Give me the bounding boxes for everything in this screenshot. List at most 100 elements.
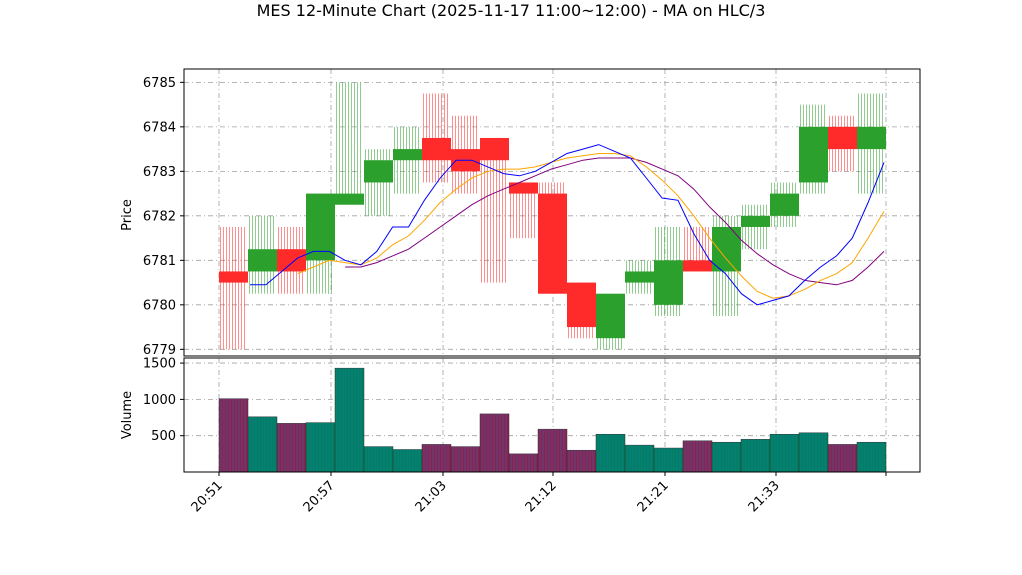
price-tick-label: 6781 — [143, 254, 176, 269]
volume-bar-body — [856, 441, 887, 473]
candle-body-down — [538, 193, 567, 294]
x-tick-label: 21:21 — [635, 478, 672, 515]
candle-body-down — [683, 260, 712, 272]
volume-y-ticks: 500 1000 1500 — [143, 357, 184, 444]
volume-bar — [827, 444, 858, 473]
volume-bar-body — [653, 447, 684, 473]
volume-bar — [624, 444, 655, 473]
volume-bar-body — [276, 423, 307, 473]
volume-bar-body — [392, 449, 423, 473]
volume-bar-body — [247, 416, 278, 473]
candle-body-up — [306, 193, 335, 261]
ma-slow-line — [345, 157, 885, 286]
candle-body-down — [277, 249, 306, 272]
volume-tick-label: 1500 — [143, 357, 176, 372]
candle-body-up — [335, 193, 364, 205]
volume-bar-body — [624, 444, 655, 473]
price-tick-label: 6784 — [143, 120, 176, 135]
price-axis-label: Price — [120, 199, 135, 231]
ma-fast-line — [250, 144, 885, 306]
x-tick-label: 21:03 — [413, 478, 450, 515]
moving-average-lines — [250, 144, 885, 306]
volume-bar — [479, 413, 510, 473]
volume-bar-body — [363, 446, 394, 473]
volume-bar-body — [827, 444, 858, 473]
volume-bar — [711, 441, 742, 473]
candle-body-down — [828, 126, 857, 150]
candle-body-up — [741, 215, 770, 227]
volume-bar — [276, 423, 307, 473]
candle-body-down — [509, 182, 538, 194]
candle-body-up — [248, 249, 277, 272]
volume-bar — [392, 449, 423, 473]
chart-title: MES 12-Minute Chart (2025-11-17 11:00~12… — [257, 1, 766, 20]
volume-bar-body — [450, 446, 481, 473]
volume-bar-body — [711, 441, 742, 473]
x-tick-label: 20:57 — [301, 478, 338, 515]
x-tick-label: 21:12 — [523, 478, 560, 515]
volume-bar — [508, 453, 539, 473]
candle-body-up — [393, 149, 422, 161]
price-candles — [219, 126, 886, 339]
volume-bar — [740, 439, 771, 473]
candle-down-wicks — [481, 137, 506, 283]
candle-body-up — [712, 226, 741, 272]
volume-bar — [305, 422, 336, 473]
x-axis-ticks: 20:51 20:57 21:03 21:12 21:21 21:33 — [189, 472, 887, 515]
volume-bar-body — [479, 413, 510, 473]
price-tick-label: 6780 — [143, 298, 176, 313]
candle-body-up — [625, 271, 654, 283]
volume-bar-body — [508, 453, 539, 473]
candle-down-wicks — [220, 226, 245, 350]
volume-bar — [856, 441, 887, 473]
price-tick-label: 6779 — [143, 343, 176, 358]
candle-body-up — [596, 293, 625, 339]
candle-body-down — [480, 137, 509, 161]
x-tick-label: 20:51 — [189, 478, 226, 515]
volume-panel-frame — [183, 357, 921, 473]
volume-bar-body — [537, 428, 568, 473]
volume-bars — [218, 367, 887, 473]
volume-bar — [363, 446, 394, 473]
volume-bar — [682, 440, 713, 473]
volume-bar-body — [740, 439, 771, 473]
volume-bar-body — [682, 440, 713, 473]
candle-body-down — [219, 271, 248, 283]
volume-bar — [421, 444, 452, 473]
volume-bar — [247, 416, 278, 473]
x-tick-label: 21:33 — [746, 478, 783, 515]
price-tick-label: 6782 — [143, 209, 176, 224]
volume-bar — [334, 367, 365, 473]
price-tick-label: 6785 — [143, 76, 176, 91]
volume-bar — [653, 447, 684, 473]
volume-tick-label: 500 — [151, 429, 176, 444]
price-y-ticks: 6779 6780 6781 6782 6783 6784 6785 — [143, 76, 184, 358]
candle-up-wicks — [394, 126, 419, 194]
candle-body-up — [770, 193, 799, 216]
candle-body-up — [364, 160, 393, 183]
candle-body-down — [567, 282, 596, 328]
candle-body-up — [654, 260, 683, 305]
volume-bar-body — [305, 422, 336, 473]
volume-bar — [769, 433, 800, 473]
volume-bar-body — [595, 433, 626, 473]
volume-bar-body — [798, 432, 829, 473]
candle-up-wicks — [336, 82, 361, 205]
volume-bar-body — [334, 367, 365, 473]
price-panel-frame — [183, 68, 921, 357]
volume-axis-label: Volume — [120, 391, 135, 439]
candle-body-down — [422, 137, 451, 161]
volume-bar-body — [769, 433, 800, 473]
volume-bar-body — [218, 398, 249, 473]
volume-bar-body — [421, 444, 452, 473]
volume-bar — [595, 433, 626, 473]
volume-bar — [450, 446, 481, 473]
volume-bar — [566, 449, 597, 473]
volume-tick-label: 1000 — [143, 393, 176, 408]
candle-body-up — [857, 126, 886, 150]
volume-bar — [537, 428, 568, 473]
price-tick-label: 6783 — [143, 165, 176, 180]
volume-bar-body — [566, 449, 597, 473]
candle-body-up — [799, 126, 828, 183]
